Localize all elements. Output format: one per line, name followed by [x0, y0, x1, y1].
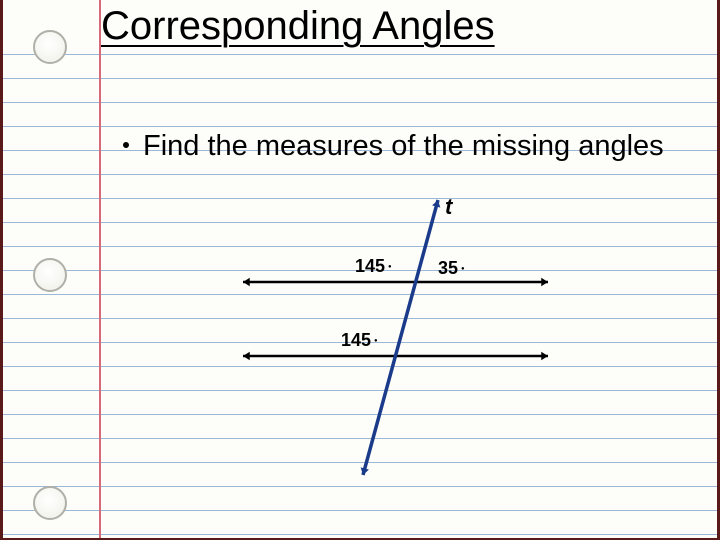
punch-hole: [33, 30, 67, 64]
rule-line: [3, 102, 717, 103]
instruction-text: Find the measures of the missing angles: [123, 130, 664, 163]
rule-line: [3, 534, 717, 535]
transversal-label: t: [445, 194, 452, 220]
punch-hole: [33, 486, 67, 520]
punch-hole: [33, 258, 67, 292]
angle-value: 145●: [341, 330, 378, 351]
angles-diagram: t 145●35●145●: [233, 200, 573, 490]
rule-line: [3, 174, 717, 175]
rule-line: [3, 126, 717, 127]
rule-line: [3, 78, 717, 79]
margin-line: [99, 0, 101, 538]
diagram-svg: [233, 200, 573, 490]
instruction-label: Find the measures of the missing angles: [143, 130, 664, 162]
rule-line: [3, 510, 717, 511]
rule-line: [3, 54, 717, 55]
angle-value: 35●: [438, 258, 465, 279]
page-title: Corresponding Angles: [101, 4, 495, 49]
angle-value: 145●: [355, 256, 392, 277]
rule-line: [3, 198, 717, 199]
bullet-icon: [123, 142, 129, 148]
